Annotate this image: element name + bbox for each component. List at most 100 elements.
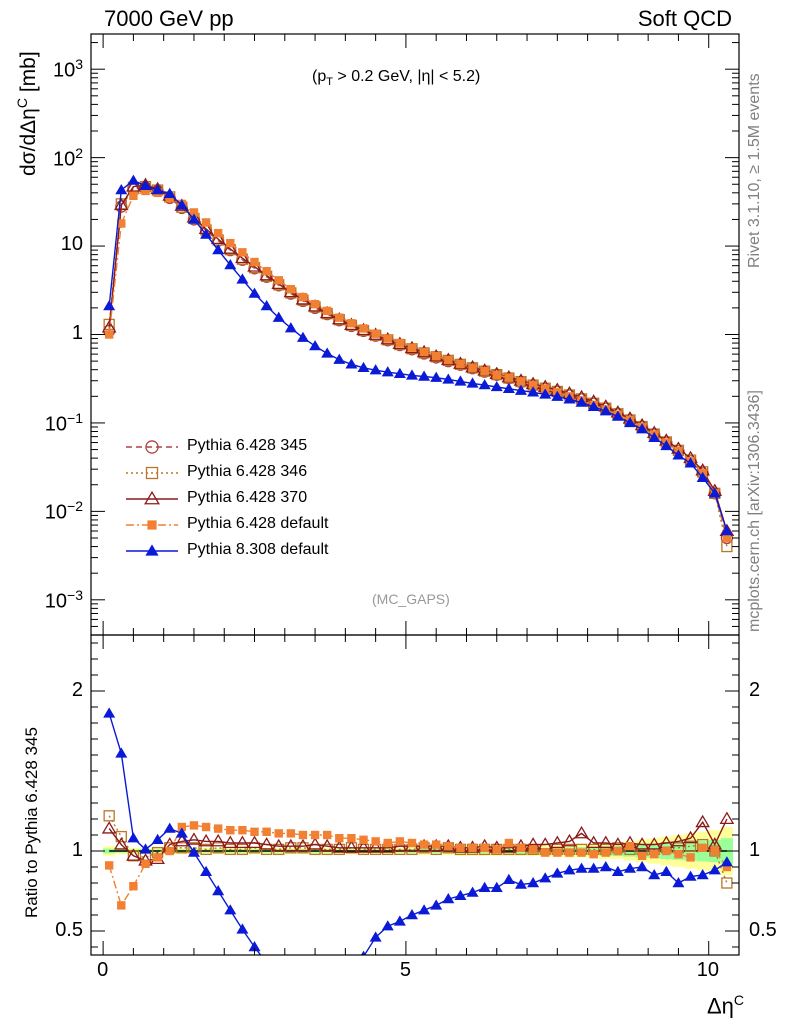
ratio-series-group	[101, 707, 735, 955]
point-p8def-main	[236, 273, 249, 284]
point-p8def-ratio	[442, 893, 455, 904]
point-p8def-main	[696, 471, 709, 482]
main-y-tick-label: 10−1	[44, 409, 83, 436]
point-p8def-main	[587, 400, 600, 412]
point-p8def-ratio	[430, 899, 443, 910]
point-p6def-main	[213, 228, 223, 238]
point-p6def-main	[480, 366, 489, 376]
point-p8def-main	[284, 322, 297, 333]
point-p6def-ratio	[407, 838, 417, 848]
legend-marker-p6def	[147, 520, 157, 530]
point-p6def-main	[347, 319, 356, 328]
point-p8def-ratio	[381, 920, 394, 931]
point-p8def-main	[357, 361, 370, 373]
point-p8def-ratio	[127, 832, 140, 843]
point-p6def-ratio	[226, 826, 235, 835]
point-p8def-main	[405, 369, 418, 380]
cut-label: (pT > 0.2 GeV, |η| < 5.2)	[312, 68, 481, 89]
point-p6def-main	[383, 334, 392, 343]
right-title: Soft QCD	[637, 6, 732, 31]
point-p8def-ratio	[636, 861, 649, 872]
point-p8def-main	[369, 364, 382, 375]
main-y-tick-label: 10−2	[44, 498, 83, 525]
x-tick-label: 10	[696, 959, 719, 981]
point-p370-ratio	[634, 837, 650, 850]
point-p6def-ratio	[528, 845, 538, 854]
point-p6def-main	[129, 191, 138, 201]
point-p6def-ratio	[674, 850, 683, 859]
ratio-y-tick-label-right: 1	[749, 839, 761, 861]
point-p8def-ratio	[139, 843, 152, 854]
point-p6def-main	[250, 257, 259, 267]
point-p370-ratio	[598, 835, 614, 848]
point-p6def-ratio	[347, 834, 356, 843]
point-p6def-ratio	[431, 840, 441, 849]
point-p6def-ratio	[359, 835, 368, 844]
point-p8def-ratio	[478, 881, 491, 892]
point-p8def-ratio	[502, 873, 515, 884]
point-p346-ratio	[103, 810, 115, 822]
point-p6def-ratio	[274, 829, 283, 838]
ratio-frame	[90, 634, 740, 956]
point-p370-ratio	[574, 825, 589, 839]
point-p8def-main	[260, 300, 273, 311]
point-p6def-main	[189, 208, 199, 217]
point-p6def-ratio	[383, 838, 392, 848]
point-p346-ratio	[200, 843, 212, 856]
rivet-version-text: Rivet 3.1.10, ≥ 1.5M events	[746, 73, 763, 268]
point-p6def-ratio	[601, 848, 610, 857]
point-p8def-main	[454, 375, 467, 386]
point-p6def-ratio	[286, 829, 296, 838]
x-axis-label: ΔηC	[706, 992, 744, 1019]
point-p370-ratio	[283, 838, 299, 852]
point-p370-ratio	[356, 840, 371, 853]
point-p370-main	[222, 241, 238, 254]
band-green-cell	[103, 848, 116, 854]
point-p6def-ratio	[637, 851, 647, 860]
point-p370-ratio	[683, 830, 698, 844]
point-p6def-ratio	[662, 846, 671, 856]
point-p8def-ratio	[490, 881, 503, 892]
point-p370-main	[210, 231, 226, 245]
point-p6def-ratio	[189, 821, 199, 830]
point-p6def-main	[201, 218, 211, 227]
point-p6def-main	[298, 292, 308, 302]
point-p8def-ratio	[587, 862, 600, 873]
point-p6def-ratio	[395, 837, 405, 846]
point-p8def-main	[103, 300, 116, 311]
point-p6def-ratio	[722, 862, 732, 872]
point-p8def-ratio	[151, 833, 164, 844]
point-p8def-main	[539, 388, 552, 399]
point-p370-main	[126, 179, 141, 192]
point-p370-ratio	[562, 833, 577, 847]
point-p8def-main	[684, 457, 697, 468]
main-y-tick-label: 1	[71, 321, 83, 344]
point-p8def-main	[648, 431, 661, 442]
point-p8def-main	[127, 174, 140, 185]
legend-label-p6def: Pythia 6.428 default	[187, 515, 329, 532]
point-p8def-ratio	[539, 872, 552, 883]
point-p6def-ratio	[625, 842, 635, 851]
point-p6def-main	[104, 330, 114, 339]
point-p8def-ratio	[708, 864, 721, 875]
point-p8def-ratio	[369, 931, 382, 942]
point-p6def-main	[238, 248, 247, 257]
point-p6def-ratio	[589, 850, 598, 859]
point-p8def-main	[321, 347, 334, 358]
point-p8def-main	[418, 370, 431, 381]
point-p6def-main	[468, 363, 477, 373]
point-p8def-main	[563, 393, 576, 404]
point-p6def-ratio	[298, 830, 308, 840]
main-y-tick-label: 10−3	[44, 586, 83, 613]
point-p6def-ratio	[213, 824, 223, 833]
point-p370-ratio	[113, 837, 129, 850]
series-line-p8def-ratio	[108, 713, 728, 955]
point-p6def-main	[492, 370, 501, 380]
point-p370-ratio	[368, 840, 383, 853]
point-p8def-ratio	[551, 867, 564, 878]
series-line-p8def-main	[108, 179, 728, 532]
point-p370-ratio	[126, 848, 141, 861]
point-p8def-ratio	[115, 747, 128, 758]
point-p8def-ratio	[720, 856, 733, 867]
